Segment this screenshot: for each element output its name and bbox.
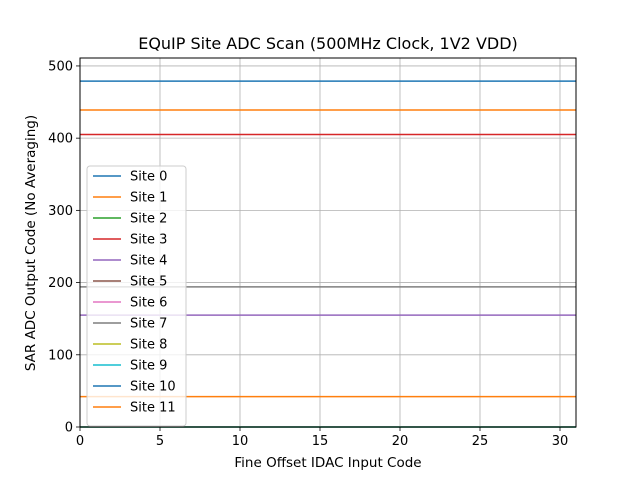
legend-label: Site 11	[130, 401, 176, 416]
chart-title: EQuIP Site ADC Scan (500MHz Clock, 1V2 V…	[138, 34, 518, 53]
legend-label: Site 3	[130, 233, 167, 248]
y-tick-label: 400	[48, 132, 73, 147]
x-tick-label: 25	[472, 434, 489, 449]
y-tick-label: 100	[48, 348, 73, 363]
y-tick-label: 200	[48, 276, 73, 291]
legend-label: Site 10	[130, 380, 176, 395]
x-tick-label: 20	[392, 434, 409, 449]
legend-label: Site 9	[130, 359, 167, 374]
x-tick-label: 0	[76, 434, 84, 449]
x-tick-label: 15	[312, 434, 329, 449]
legend-label: Site 5	[130, 275, 167, 290]
plot-frame	[79, 57, 577, 428]
x-tick-label: 10	[232, 434, 249, 449]
y-tick-label: 0	[65, 421, 73, 436]
x-tick-label: 5	[156, 434, 164, 449]
legend-label: Site 8	[130, 338, 167, 353]
legend: Site 0 Site 1 Site 2 Site 3 Site 4 Site 5 Site…	[86, 165, 187, 427]
legend-label: Site 1	[130, 191, 167, 206]
y-axis-ticks: 0 100 200 300 400 500	[48, 59, 80, 436]
legend-box	[86, 165, 187, 427]
legend-label: Site 4	[130, 254, 167, 269]
legend-label: Site 6	[130, 296, 167, 311]
y-axis-label: SAR ADC Output Code (No Averaging)	[23, 115, 39, 371]
y-tick-label: 500	[48, 59, 73, 74]
x-tick-label: 30	[552, 434, 569, 449]
x-axis-ticks: 0 5 10 15 20 25 30	[76, 427, 568, 449]
legend-label: Site 0	[130, 170, 167, 185]
legend-label: Site 7	[130, 317, 167, 332]
legend-label: Site 2	[130, 212, 167, 227]
x-axis-label: Fine Offset IDAC Input Code	[234, 455, 421, 471]
y-tick-label: 300	[48, 204, 73, 219]
